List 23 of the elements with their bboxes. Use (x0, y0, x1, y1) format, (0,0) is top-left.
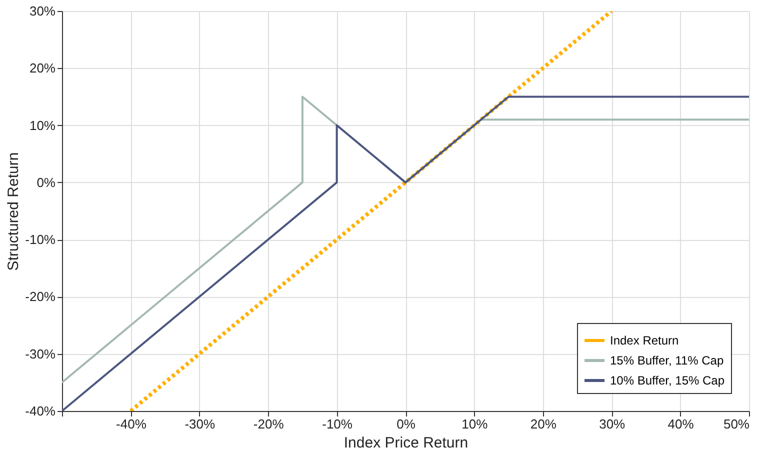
x-tick-label: 0% (396, 416, 416, 432)
y-tick-label: -20% (25, 289, 56, 304)
x-tick-label: 50% (723, 416, 750, 432)
legend-label: 15% Buffer, 11% Cap (610, 354, 724, 368)
x-axis-title: Index Price Return (344, 434, 468, 452)
x-tick-label: 10% (462, 416, 488, 432)
x-tick-label: 20% (530, 416, 557, 432)
y-axis-title: Structured Return (5, 152, 22, 271)
x-tick-label: -40% (116, 416, 147, 432)
x-tick-label: -20% (253, 416, 284, 432)
x-tick-label: -30% (184, 416, 216, 432)
legend-label: Index Return (610, 334, 679, 348)
y-tick-label: 20% (29, 60, 56, 76)
x-tick-label: 40% (668, 416, 694, 432)
y-tick-label: 10% (29, 118, 56, 133)
y-tick-label: 30% (29, 4, 56, 18)
y-tick-label: -40% (25, 404, 56, 418)
legend-label: 10% Buffer, 15% Cap (610, 374, 725, 388)
y-tick-label: -30% (25, 346, 56, 362)
x-tick-label: -10% (322, 416, 353, 432)
y-tick-label: -10% (25, 232, 56, 248)
y-tick-label: 0% (36, 174, 56, 190)
x-tick-label: 30% (599, 416, 626, 432)
